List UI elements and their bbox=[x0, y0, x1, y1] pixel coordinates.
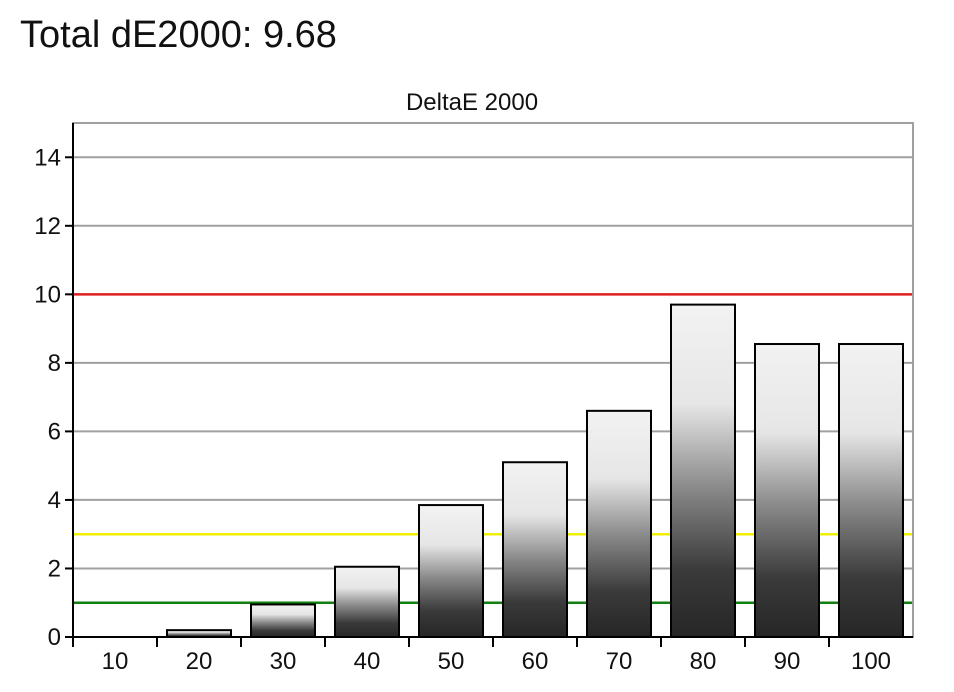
bar-70 bbox=[586, 409, 652, 638]
x-tick-label-50: 50 bbox=[438, 648, 465, 675]
y-tick-label-8: 8 bbox=[48, 350, 61, 377]
y-tick-label-6: 6 bbox=[48, 418, 61, 445]
chart-title: DeltaE 2000 bbox=[406, 89, 538, 116]
x-tick-label-80: 80 bbox=[690, 648, 717, 675]
x-tick-label-40: 40 bbox=[354, 648, 381, 675]
x-tick-label-60: 60 bbox=[522, 648, 549, 675]
bars bbox=[166, 303, 904, 639]
y-tick-label-0: 0 bbox=[48, 624, 61, 651]
x-tick-label-70: 70 bbox=[606, 648, 633, 675]
x-tick-label-10: 10 bbox=[102, 648, 129, 675]
x-tick-label-90: 90 bbox=[774, 648, 801, 675]
x-tick-label-100: 100 bbox=[851, 648, 891, 675]
bar-100 bbox=[838, 343, 904, 638]
bar-90 bbox=[754, 343, 820, 638]
x-tick-label-30: 30 bbox=[270, 648, 297, 675]
bar-30 bbox=[250, 603, 316, 638]
x-axis-ticks: 10 20 30 40 50 60 70 80 90 100 bbox=[72, 637, 891, 675]
x-tick-label-20: 20 bbox=[186, 648, 213, 675]
bar-80 bbox=[670, 303, 736, 638]
page-title: Total dE2000: 9.68 bbox=[20, 14, 337, 56]
bar-50 bbox=[418, 504, 484, 638]
bar-20 bbox=[166, 629, 232, 639]
y-tick-label-2: 2 bbox=[48, 555, 61, 582]
y-tick-label-12: 12 bbox=[34, 213, 61, 240]
y-axis-ticks: 0 2 4 6 8 10 12 14 bbox=[34, 144, 73, 651]
y-tick-label-14: 14 bbox=[34, 144, 61, 171]
bar-60 bbox=[502, 461, 568, 638]
y-tick-label-10: 10 bbox=[34, 281, 61, 308]
y-tick-label-4: 4 bbox=[48, 487, 61, 514]
bar-40 bbox=[334, 565, 400, 639]
gridlines bbox=[73, 156, 913, 570]
